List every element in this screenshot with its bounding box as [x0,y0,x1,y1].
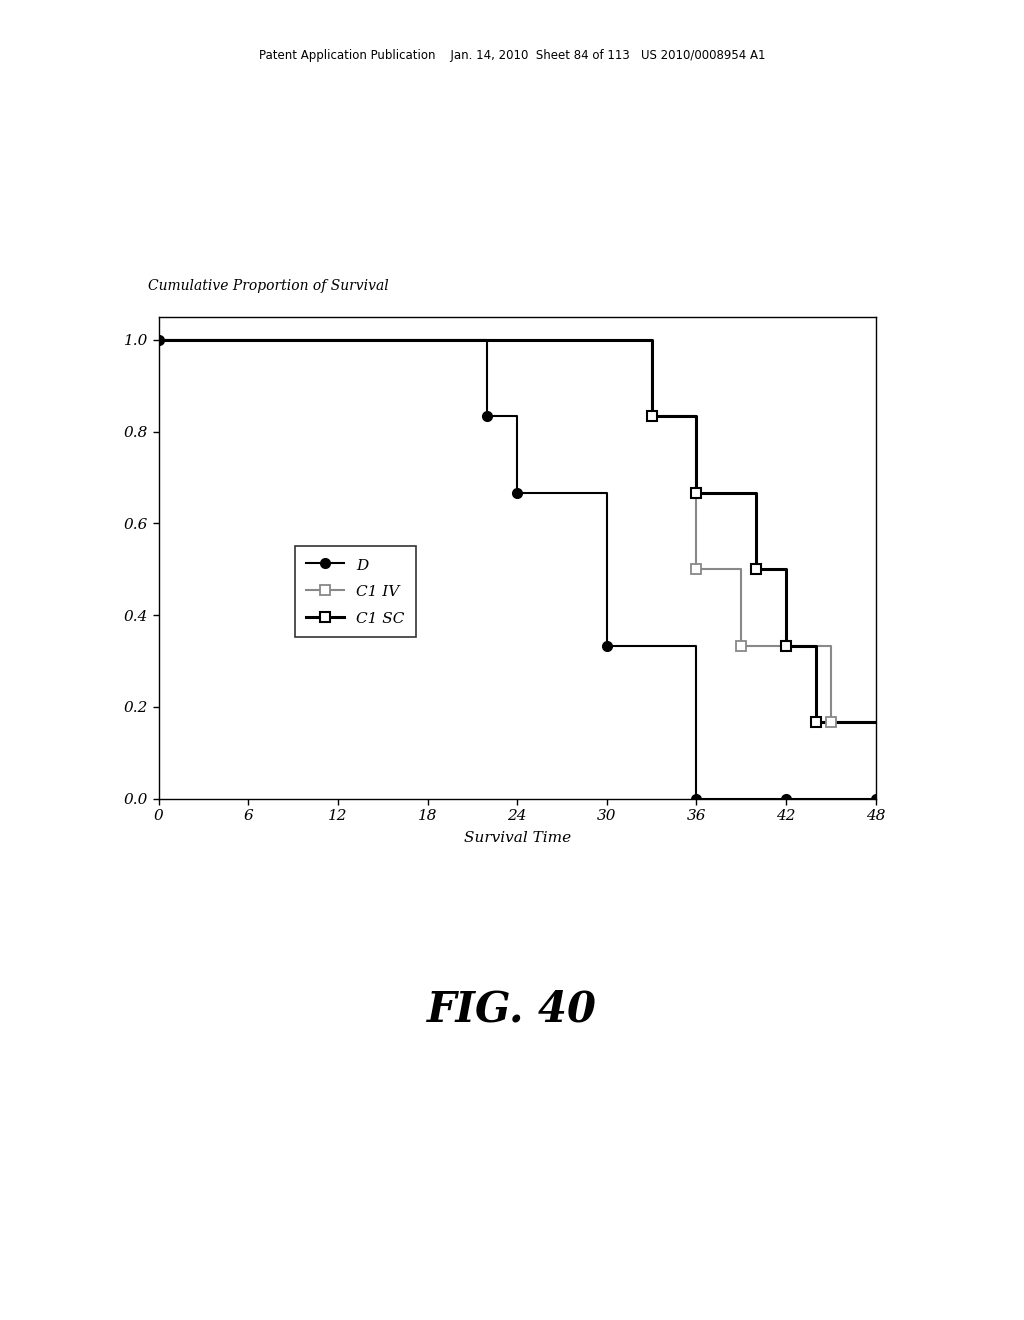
Legend: D, C1 IV, C1 SC: D, C1 IV, C1 SC [295,546,416,636]
Text: Cumulative Proportion of Survival: Cumulative Proportion of Survival [148,279,389,293]
Text: FIG. 40: FIG. 40 [427,989,597,1031]
X-axis label: Survival Time: Survival Time [464,832,570,845]
Text: Patent Application Publication    Jan. 14, 2010  Sheet 84 of 113   US 2010/00089: Patent Application Publication Jan. 14, … [259,49,765,62]
